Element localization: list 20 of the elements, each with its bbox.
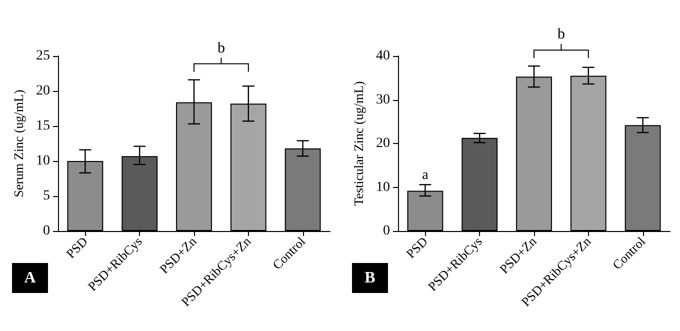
y-axis-title: Testicular Zinc (ug/mL)	[351, 81, 366, 206]
text: b	[557, 26, 565, 43]
y-tick-label: 30	[376, 92, 390, 108]
y-axis-title: Serum Zinc (ug/mL)	[11, 90, 26, 198]
y-tick-label: 15	[36, 118, 50, 134]
text: B	[364, 270, 376, 286]
y-tick-label: 5	[43, 188, 50, 204]
x-tick-label: PSD	[403, 234, 431, 262]
y-tick-label: 0	[383, 224, 390, 238]
y-tick-label: 0	[43, 224, 50, 238]
y-tick-label: 25	[36, 48, 50, 64]
y-tick-label: 20	[36, 84, 50, 98]
y-tick-label: 40	[376, 48, 390, 64]
text: A	[24, 270, 36, 286]
y-tick-label: 20	[376, 136, 390, 151]
y-tick-label: 10	[36, 154, 50, 168]
y-tick-label: 10	[376, 180, 390, 195]
annotation: a	[422, 168, 430, 184]
text: b	[217, 40, 225, 56]
x-tick-label: PSD	[63, 234, 91, 262]
